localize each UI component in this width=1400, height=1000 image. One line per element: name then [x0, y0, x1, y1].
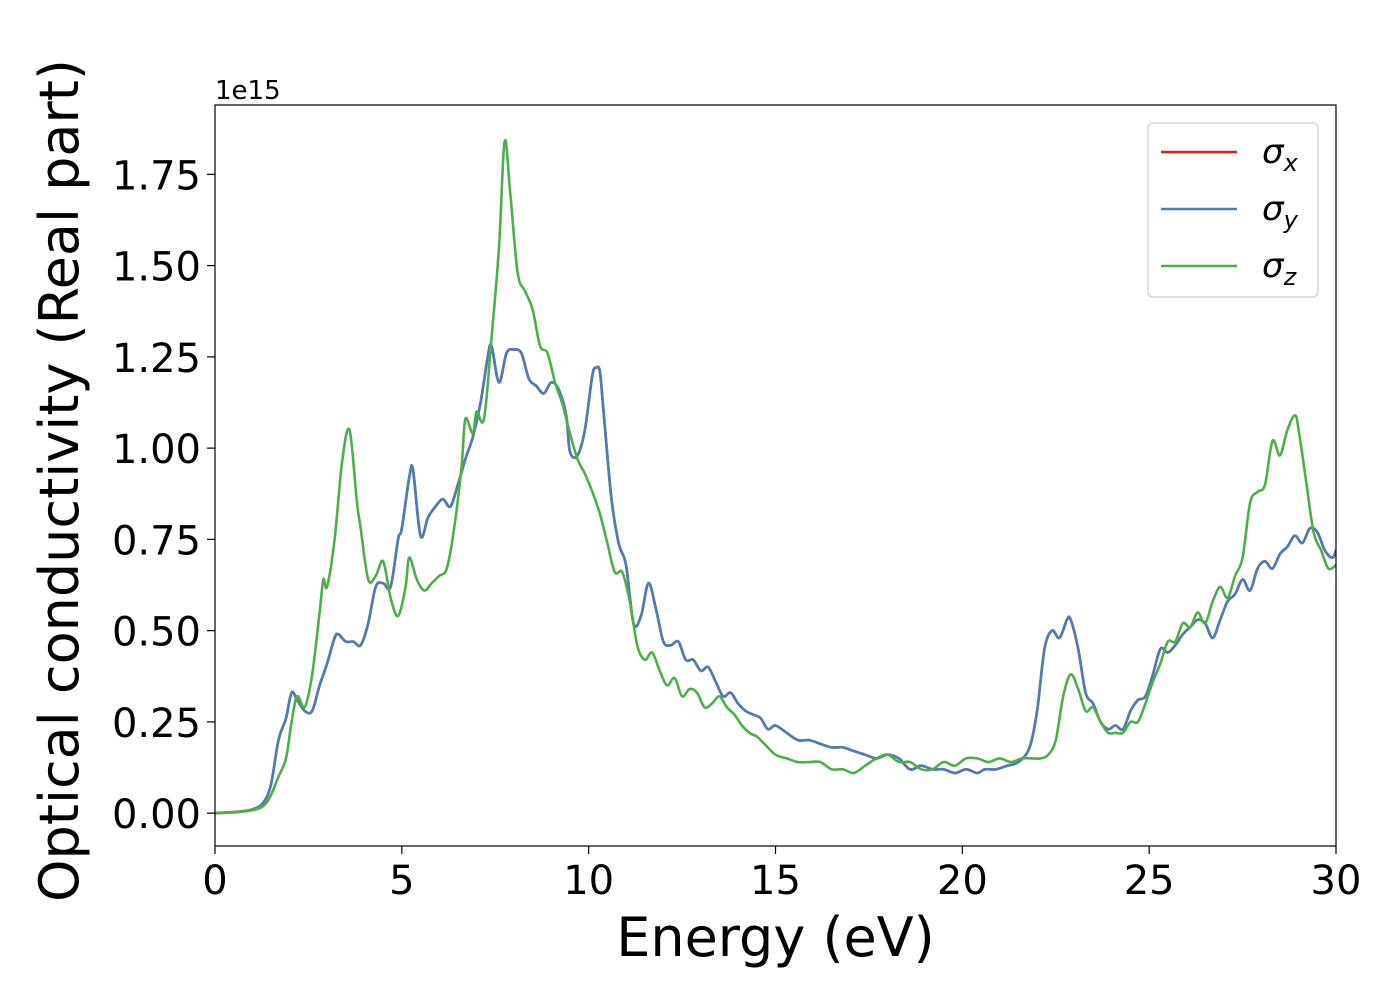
legend-item-sigma-y: σy [1161, 189, 1299, 234]
x-tick-label: 5 [389, 858, 414, 904]
y-tick-label: 1.00 [112, 427, 201, 473]
series-line-sigma-x [215, 343, 1336, 815]
y-tick-label: 1.50 [112, 245, 201, 291]
x-tick-label: 25 [1124, 858, 1175, 904]
y-tick-label: 1.75 [112, 153, 201, 199]
series-layer [215, 138, 1336, 815]
x-axis: 0 5 10 15 20 25 30 [202, 846, 1361, 904]
legend-item-sigma-z: σz [1161, 246, 1298, 291]
x-tick-label: 10 [563, 858, 614, 904]
x-tick-label: 0 [202, 858, 227, 904]
y-axis: 0.00 0.25 0.50 0.75 1.00 1.25 1.50 1.75 [112, 153, 215, 838]
y-axis-offset-text: 1e15 [215, 76, 281, 106]
y-tick-label: 0.00 [112, 792, 201, 838]
y-tick-label: 0.25 [112, 701, 201, 747]
series-line-sigma-z [215, 138, 1336, 815]
y-tick-label: 0.75 [112, 518, 201, 564]
series-line-sigma-y [215, 343, 1336, 815]
x-tick-label: 20 [937, 858, 988, 904]
x-axis-label: Energy (eV) [616, 906, 935, 969]
legend-label: σx [1262, 132, 1299, 177]
y-tick-label: 1.25 [112, 336, 201, 382]
x-tick-label: 30 [1311, 858, 1362, 904]
y-axis-label: Optical conductivity (Real part) [28, 59, 91, 902]
legend-label: σy [1262, 189, 1299, 234]
legend: σx σy σz [1147, 122, 1319, 298]
x-tick-label: 15 [750, 858, 801, 904]
y-tick-label: 0.50 [112, 610, 201, 656]
legend-label: σz [1262, 246, 1298, 291]
legend-item-sigma-x: σx [1161, 132, 1299, 177]
